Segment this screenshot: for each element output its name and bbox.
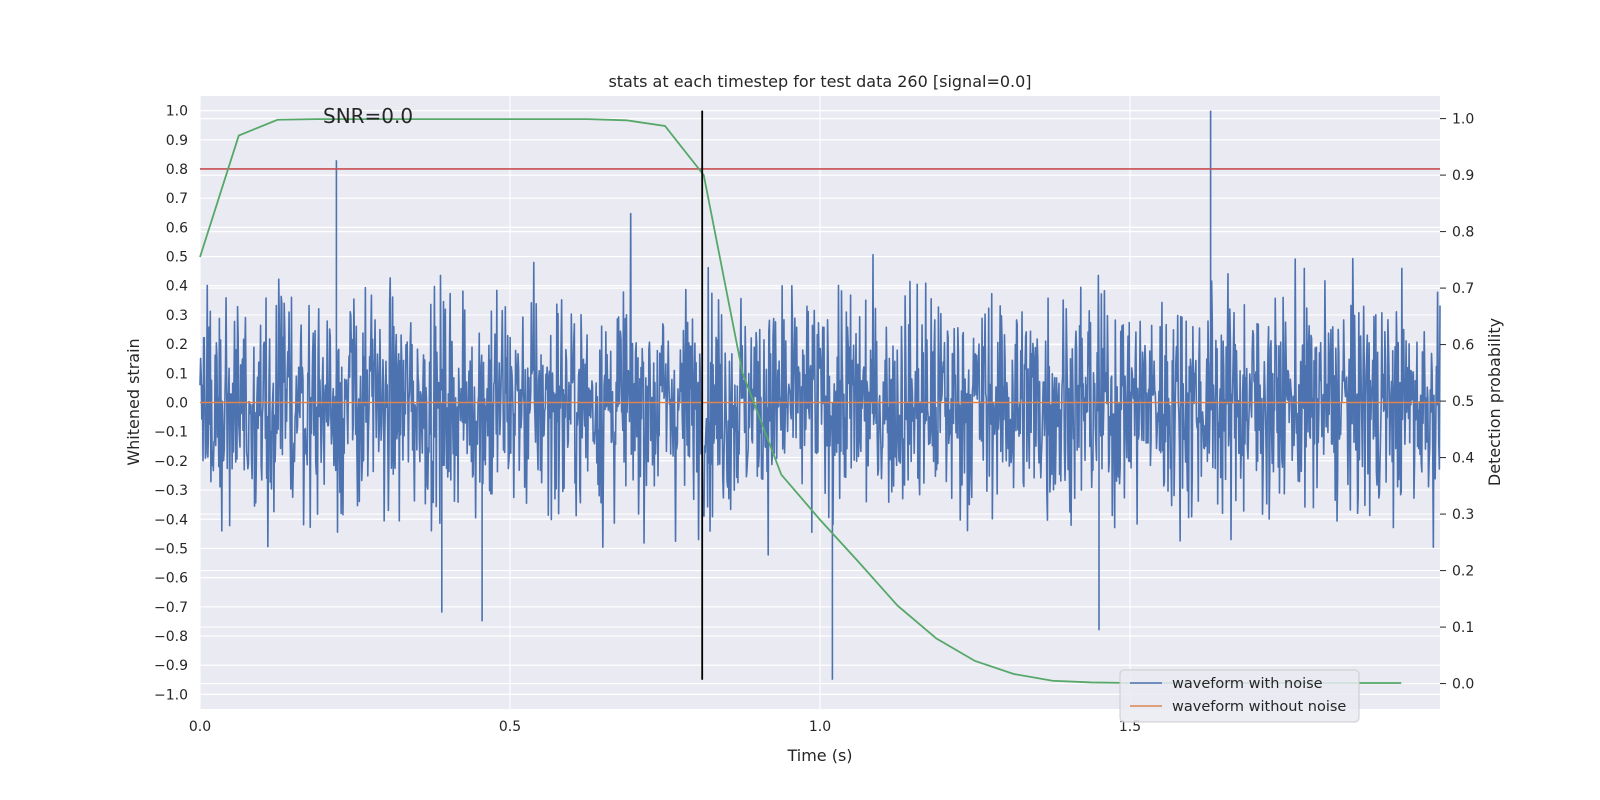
y-tick-label: −0.2 (154, 454, 188, 470)
y2-tick-label: 0.7 (1452, 281, 1474, 297)
y-axis-right: 1.0 0.9 0.8 0.7 0.6 0.5 0.4 0.3 0.2 0.1 0.0 (1440, 112, 1474, 693)
x-tick-label: 1.0 (809, 719, 831, 735)
y2-tick-label: 0.4 (1452, 451, 1474, 467)
y-tick-label: 0.0 (166, 396, 188, 412)
legend-label-clean: waveform without noise (1172, 699, 1346, 715)
plot-area (199, 110, 1441, 684)
y2-tick-label: 1.0 (1452, 112, 1474, 128)
y-tick-label: 0.1 (166, 366, 188, 382)
y-tick-label: −0.6 (154, 571, 188, 587)
y2-tick-label: 0.8 (1452, 225, 1474, 241)
x-axis: 0.0 0.5 1.0 1.5 (189, 719, 1141, 735)
y2-tick-label: 0.5 (1452, 394, 1474, 410)
y2-tick-label: 0.6 (1452, 338, 1474, 354)
chart-title: stats at each timestep for test data 260… (608, 72, 1031, 91)
y-tick-label: −0.4 (154, 512, 188, 528)
y-tick-label: 0.3 (166, 308, 188, 324)
y-tick-label: 1.0 (166, 104, 188, 120)
x-tick-label: 1.5 (1119, 719, 1141, 735)
snr-annotation: SNR=0.0 (323, 104, 413, 128)
y-tick-label: −0.3 (154, 483, 188, 499)
y-tick-label: −0.1 (154, 425, 188, 441)
legend: waveform with noise waveform without noi… (1119, 669, 1360, 723)
y-tick-label: 0.5 (166, 250, 188, 266)
y2-tick-label: 0.2 (1452, 564, 1474, 580)
y-tick-label: 0.2 (166, 337, 188, 353)
noise-waveform-line (199, 110, 1441, 680)
y2-tick-label: 0.0 (1452, 677, 1474, 693)
y-axis-label: Whitened strain (124, 338, 143, 465)
y-tick-label: 0.6 (166, 220, 188, 236)
y-axis-left: 1.0 0.9 0.8 0.7 0.6 0.5 0.4 0.3 0.2 0.1 0.0 −0.1 −0.… (154, 104, 188, 704)
legend-label-noise: waveform with noise (1172, 676, 1323, 692)
y-tick-label: −1.0 (154, 687, 188, 703)
y-tick-label: −0.9 (154, 658, 188, 674)
y-tick-label: 0.9 (166, 133, 188, 149)
y2-axis-label: Detection probability (1485, 318, 1504, 486)
y2-tick-label: 0.9 (1452, 168, 1474, 184)
y2-tick-label: 0.1 (1452, 620, 1474, 636)
x-tick-label: 0.0 (189, 719, 211, 735)
y-tick-label: 0.4 (166, 279, 188, 295)
y2-tick-label: 0.3 (1452, 507, 1474, 523)
y-tick-label: 0.7 (166, 191, 188, 207)
x-axis-label: Time (s) (786, 746, 852, 765)
x-tick-label: 0.5 (499, 719, 521, 735)
y-tick-label: −0.5 (154, 541, 188, 557)
y-tick-label: −0.8 (154, 629, 188, 645)
y-tick-label: 0.8 (166, 162, 188, 178)
legend-box (1119, 669, 1360, 723)
y-tick-label: −0.7 (154, 600, 188, 616)
